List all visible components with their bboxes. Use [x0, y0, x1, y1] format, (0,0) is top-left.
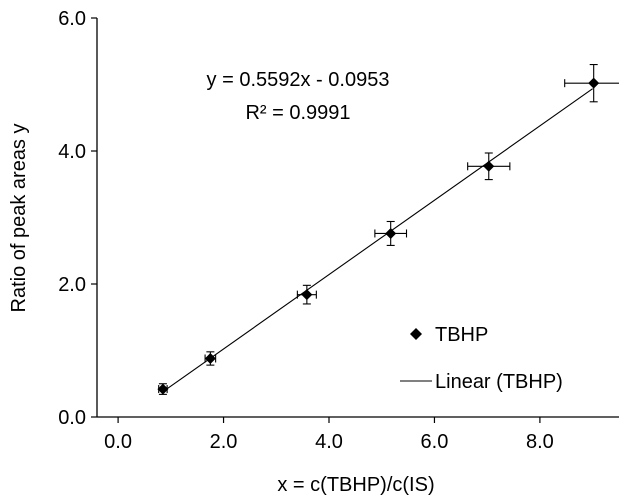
- y-axis-title: Ratio of peak areas y: [8, 124, 30, 313]
- data-point-marker: [204, 352, 216, 364]
- r-squared-label: R² = 0.9991: [245, 102, 350, 124]
- data-point-group: [204, 351, 217, 366]
- x-tick-label: 6.0: [421, 431, 449, 453]
- x-axis-title: x = c(TBHP)/c(IS): [277, 474, 434, 496]
- axes-layer: 0.0 2.0 4.0 6.0 0.0 2.0 4.0 6.0 8.0: [58, 8, 619, 453]
- x-tick-label: 8.0: [526, 431, 554, 453]
- plot-layer: [157, 64, 619, 395]
- data-point-group: [374, 220, 408, 246]
- x-tick-label: 0.0: [104, 431, 132, 453]
- data-point-group: [564, 64, 619, 103]
- y-tick-label: 6.0: [58, 8, 86, 30]
- y-tick-label: 0.0: [58, 407, 86, 429]
- y-tick-label: 2.0: [58, 274, 86, 296]
- data-point-marker: [157, 383, 169, 395]
- data-point-marker: [588, 77, 600, 89]
- x-tick-label: 2.0: [210, 431, 238, 453]
- y-tick-label: 4.0: [58, 141, 86, 163]
- data-point-group: [296, 284, 317, 305]
- legend: TBHP Linear (TBHP): [400, 324, 563, 393]
- legend-marker-tbhp: [410, 328, 422, 340]
- legend-label-linear: Linear (TBHP): [435, 371, 563, 393]
- data-point-marker: [483, 160, 495, 172]
- legend-label-tbhp: TBHP: [435, 324, 488, 346]
- trendline-equation: y = 0.5592x - 0.0953: [207, 69, 390, 91]
- data-point-marker: [301, 289, 313, 301]
- data-point-marker: [385, 227, 397, 239]
- trendline-linear-tbhp: [162, 88, 593, 393]
- data-point-group: [157, 383, 169, 395]
- x-tick-label: 4.0: [315, 431, 343, 453]
- data-point-group: [467, 152, 511, 181]
